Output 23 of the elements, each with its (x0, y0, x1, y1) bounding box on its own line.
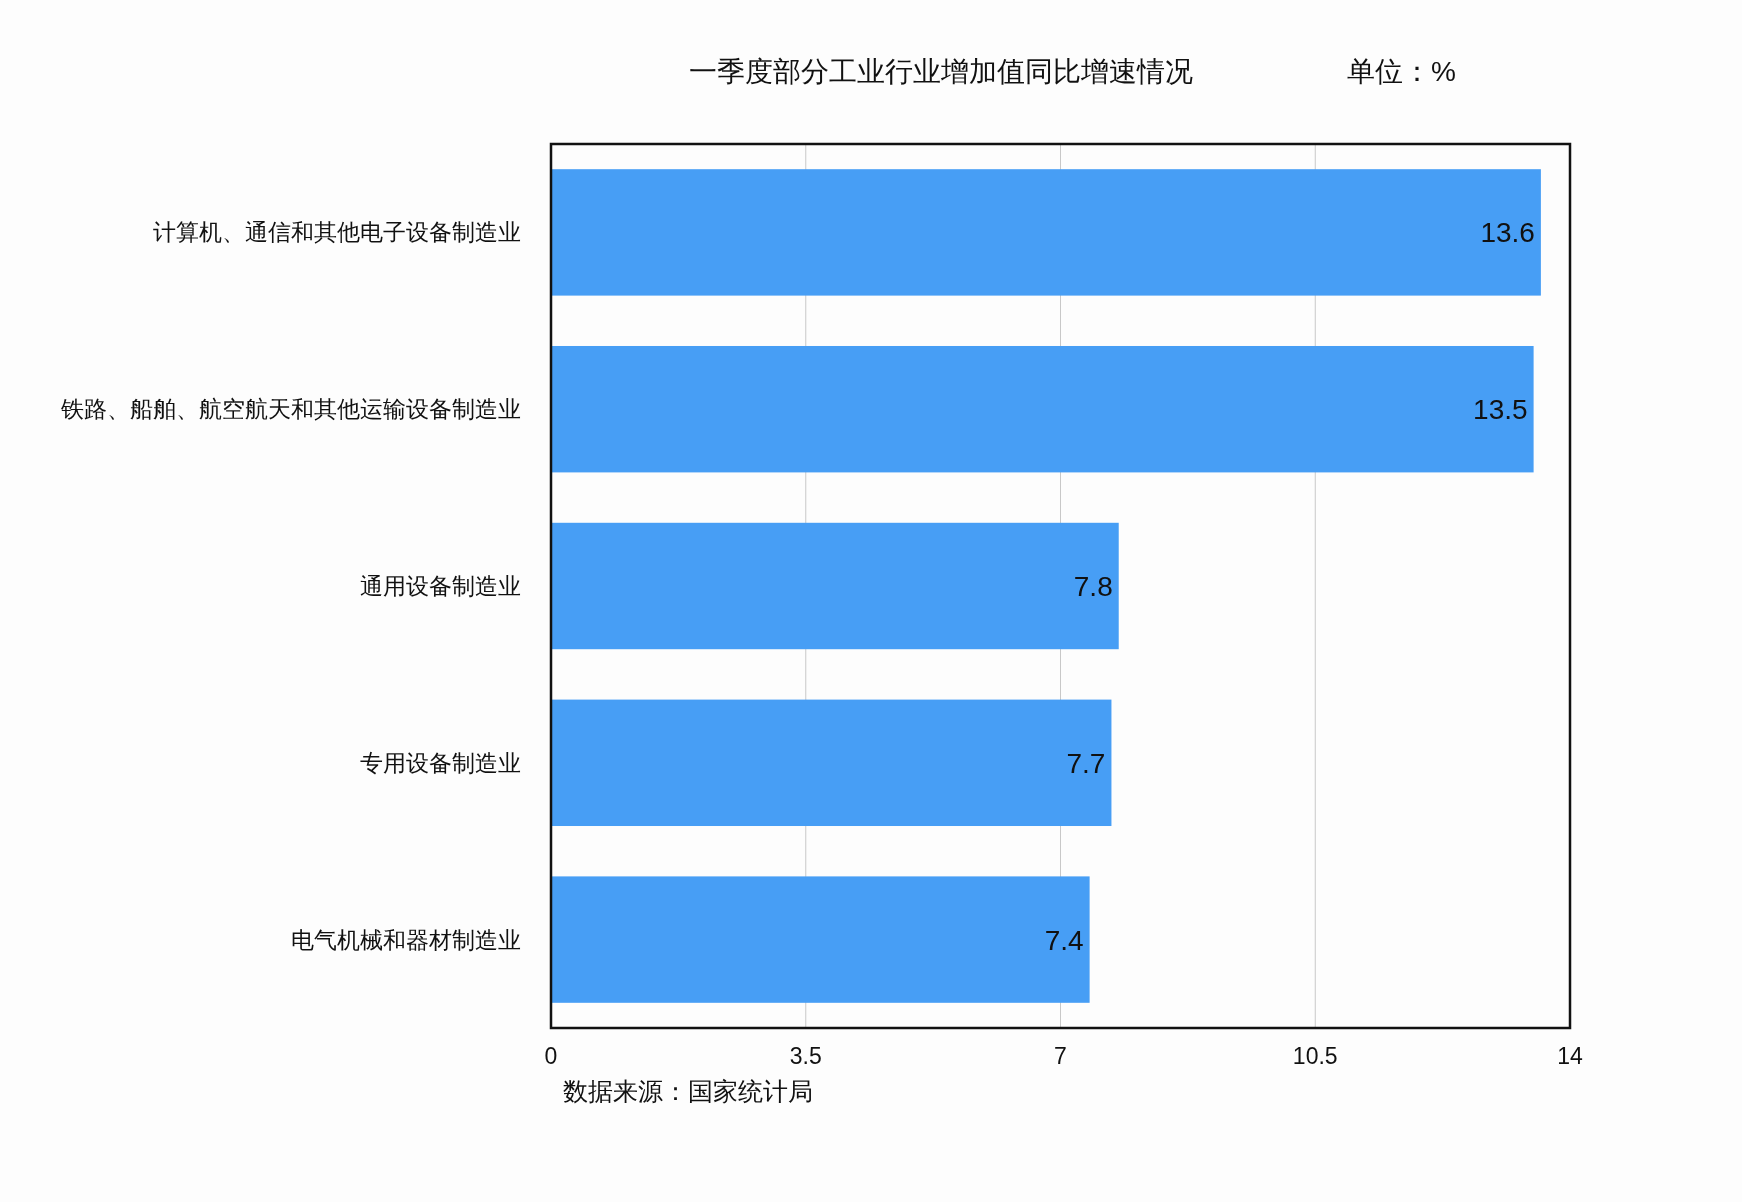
source-note: 数据来源：国家统计局 (563, 1077, 813, 1105)
bar (551, 345, 1534, 473)
y-tick-label: 计算机、通信和其他电子设备制造业 (153, 219, 521, 246)
y-tick-label: 铁路、船舶、航空航天和其他运输设备制造业 (60, 396, 521, 423)
x-tick-label: 10.5 (1292, 1043, 1338, 1069)
data-label: 13.5 (1473, 394, 1528, 426)
chart-title: 一季度部分工业行业增加值同比增速情况 (689, 56, 1193, 87)
chart-subtitle: 单位：% (1347, 56, 1456, 87)
data-label: 7.4 (1044, 924, 1084, 956)
data-label: 13.6 (1480, 217, 1535, 249)
y-tick-label: 通用设备制造业 (360, 573, 521, 599)
x-tick-label: 3.5 (789, 1043, 822, 1069)
bar (551, 169, 1541, 296)
x-tick-label: 0 (544, 1043, 558, 1069)
bar (551, 699, 1112, 827)
bar (551, 876, 1090, 1003)
bar (551, 522, 1119, 650)
data-label: 7.8 (1073, 571, 1113, 602)
x-tick-label: 14 (1557, 1043, 1583, 1069)
x-tick-label: 7 (1054, 1043, 1067, 1069)
y-tick-label: 专用设备制造业 (360, 749, 521, 776)
data-label: 7.7 (1066, 747, 1106, 779)
y-tick-label: 电气机械和器材制造业 (291, 926, 521, 953)
